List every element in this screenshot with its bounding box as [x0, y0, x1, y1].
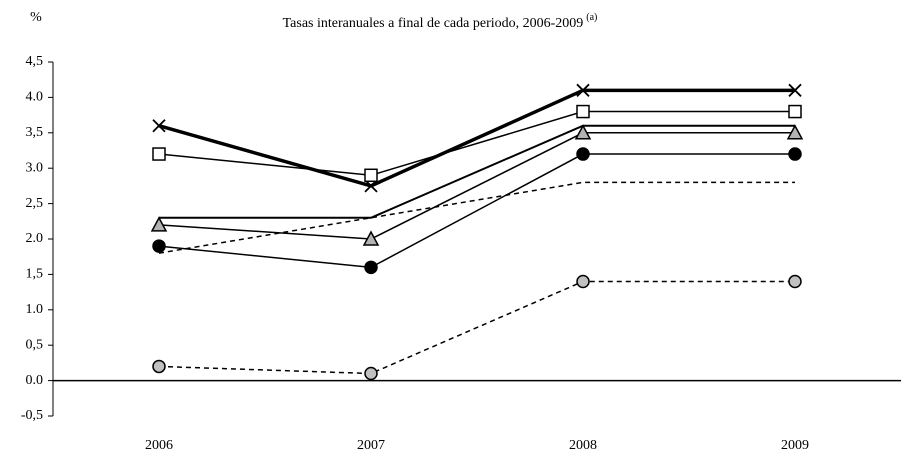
marker-square — [576, 104, 590, 119]
x-tick-label: 2007 — [357, 438, 385, 453]
marker-circle — [576, 147, 590, 161]
y-tick-label: 4,5 — [26, 54, 44, 69]
y-tick-label: 1.0 — [26, 302, 44, 317]
y-tick-label: 2,5 — [26, 196, 44, 211]
marker-x — [788, 83, 802, 97]
series-line — [159, 124, 795, 219]
marker-triangle — [786, 124, 804, 140]
marker-x — [152, 119, 166, 133]
y-tick-label: -0,5 — [21, 408, 43, 423]
series-line — [158, 88, 795, 188]
marker-square — [364, 168, 378, 183]
y-axis-label: % — [30, 10, 42, 25]
x-tick-label: 2008 — [569, 438, 597, 453]
marker-triangle — [574, 124, 592, 140]
y-tick-label: 2.0 — [26, 231, 44, 246]
marker-circle — [152, 239, 166, 253]
marker-circle — [364, 260, 378, 275]
marker-square — [788, 104, 802, 119]
y-tick-label: 3.0 — [26, 160, 44, 175]
series-line — [158, 280, 795, 375]
marker-circle — [364, 366, 378, 381]
marker-circle — [576, 274, 590, 289]
marker-circle — [788, 274, 802, 289]
series-line — [158, 110, 795, 177]
series-line — [158, 153, 795, 269]
title-text: Tasas interanuales a final de cada perio… — [283, 16, 584, 31]
y-tick-label: 3,5 — [26, 125, 44, 140]
marker-square — [152, 147, 166, 161]
marker-triangle — [150, 216, 168, 232]
y-tick-label: 0,5 — [26, 337, 44, 352]
y-tick-label: 0.0 — [26, 373, 44, 388]
x-tick-label: 2009 — [781, 438, 809, 453]
marker-x — [576, 83, 590, 97]
x-tick-label: 2006 — [145, 438, 173, 453]
title-note: (a) — [586, 12, 597, 23]
y-tick-label: 4.0 — [26, 90, 44, 105]
series-line — [158, 132, 795, 240]
chart-title: Tasas interanuales a final de cada perio… — [283, 12, 598, 31]
marker-triangle — [362, 230, 380, 246]
series-line — [158, 181, 795, 254]
y-tick-label: 1,5 — [26, 267, 44, 282]
marker-circle — [788, 147, 802, 161]
marker-circle — [152, 359, 166, 374]
